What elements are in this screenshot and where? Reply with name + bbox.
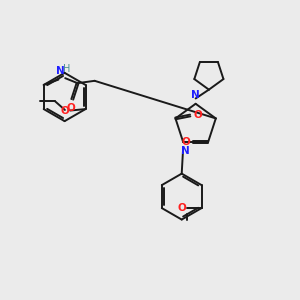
Text: N: N bbox=[56, 66, 64, 76]
Text: H: H bbox=[63, 64, 70, 74]
Text: O: O bbox=[61, 106, 69, 116]
Text: N: N bbox=[191, 90, 200, 100]
Text: O: O bbox=[66, 103, 75, 113]
Text: N: N bbox=[181, 146, 190, 156]
Text: O: O bbox=[177, 203, 186, 213]
Text: O: O bbox=[193, 110, 202, 121]
Text: O: O bbox=[182, 137, 190, 147]
